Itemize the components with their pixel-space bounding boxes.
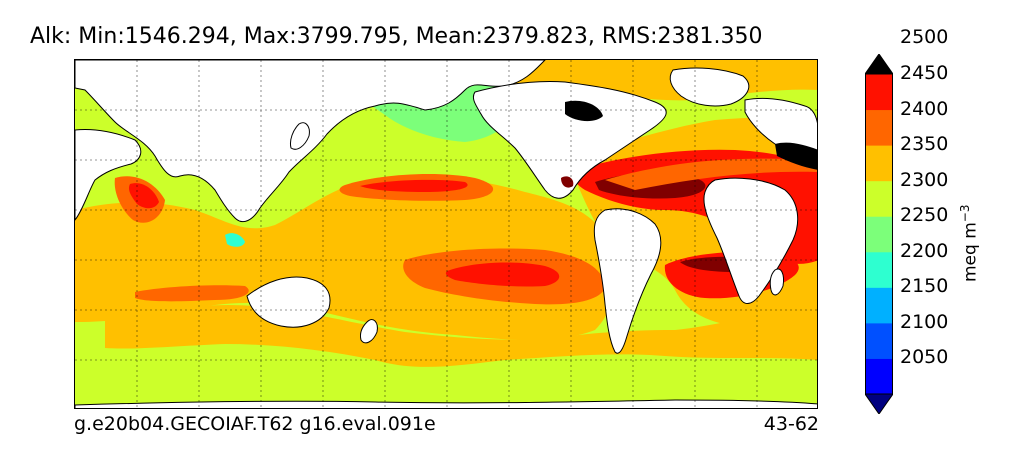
colorbar-outline (865, 73, 893, 395)
baltic-ice (775, 142, 817, 170)
colorbar (865, 54, 893, 414)
north-atlantic-orange-edge (605, 158, 817, 190)
colorbar-segment (865, 180, 893, 217)
asia-landmass (75, 60, 546, 223)
hudson-ice (565, 100, 603, 122)
case-name-label: g.e20b04.GECOIAF.T62 g16.eval.091e (74, 413, 436, 435)
antarctica-edge (75, 399, 817, 408)
madagascar-landmass (769, 268, 784, 296)
australia-landmass (246, 276, 331, 328)
arabian-red (128, 183, 159, 209)
south-america-landmass (593, 208, 662, 354)
new-zealand-landmass (360, 319, 378, 344)
colorbar-tick-label: 2250 (900, 204, 949, 227)
map-panel (74, 59, 818, 409)
north-america-landmass (472, 81, 667, 199)
colorbar-tick-label: 2300 (900, 168, 949, 191)
colorbar-segment (865, 322, 893, 359)
north-pacific-red (360, 179, 468, 192)
colorbar-segment (865, 109, 893, 146)
colorbar-segment (865, 287, 893, 324)
colorbar-extend-low (865, 393, 893, 414)
gulf-darkred (561, 176, 574, 188)
colorbar-tick-label: 2450 (900, 62, 949, 84)
africa-landmass (75, 129, 142, 221)
colorbar-tick-label: 2050 (900, 346, 949, 369)
colorbar-tick-label: 2500 (900, 26, 949, 49)
colorbar-tick-label: 2400 (900, 97, 949, 120)
equatorial-pacific-red (445, 262, 560, 287)
plot-title: Alk: Min:1546.294, Max:3799.795, Mean:23… (30, 24, 763, 49)
europe-landmass (744, 97, 817, 154)
japan-landmass (290, 122, 310, 150)
gridlines (75, 60, 817, 408)
colorbar-tick-label: 2350 (900, 133, 949, 156)
colorbar-tick-label: 2200 (900, 239, 949, 262)
years-label: 43-62 (763, 413, 819, 435)
colorbar-segment (865, 145, 893, 182)
colorbar-tick-label: 2100 (900, 310, 949, 333)
indonesia-cyan (225, 233, 245, 247)
colorbar-segment (865, 216, 893, 253)
alkalinity-map (75, 60, 817, 408)
greenland-landmass (669, 67, 750, 107)
colorbar-segment (865, 358, 893, 395)
colorbar-extend-high (865, 54, 893, 75)
colorbar-units: meq m−3 (958, 205, 981, 282)
colorbar-segment (865, 74, 893, 111)
colorbar-segment (865, 251, 893, 288)
colorbar-tick-label: 2150 (900, 275, 949, 298)
southern-yellow (75, 355, 817, 408)
units-base: meq m (960, 222, 981, 282)
south-indian-orange (135, 285, 249, 302)
units-exponent: −3 (958, 204, 972, 223)
